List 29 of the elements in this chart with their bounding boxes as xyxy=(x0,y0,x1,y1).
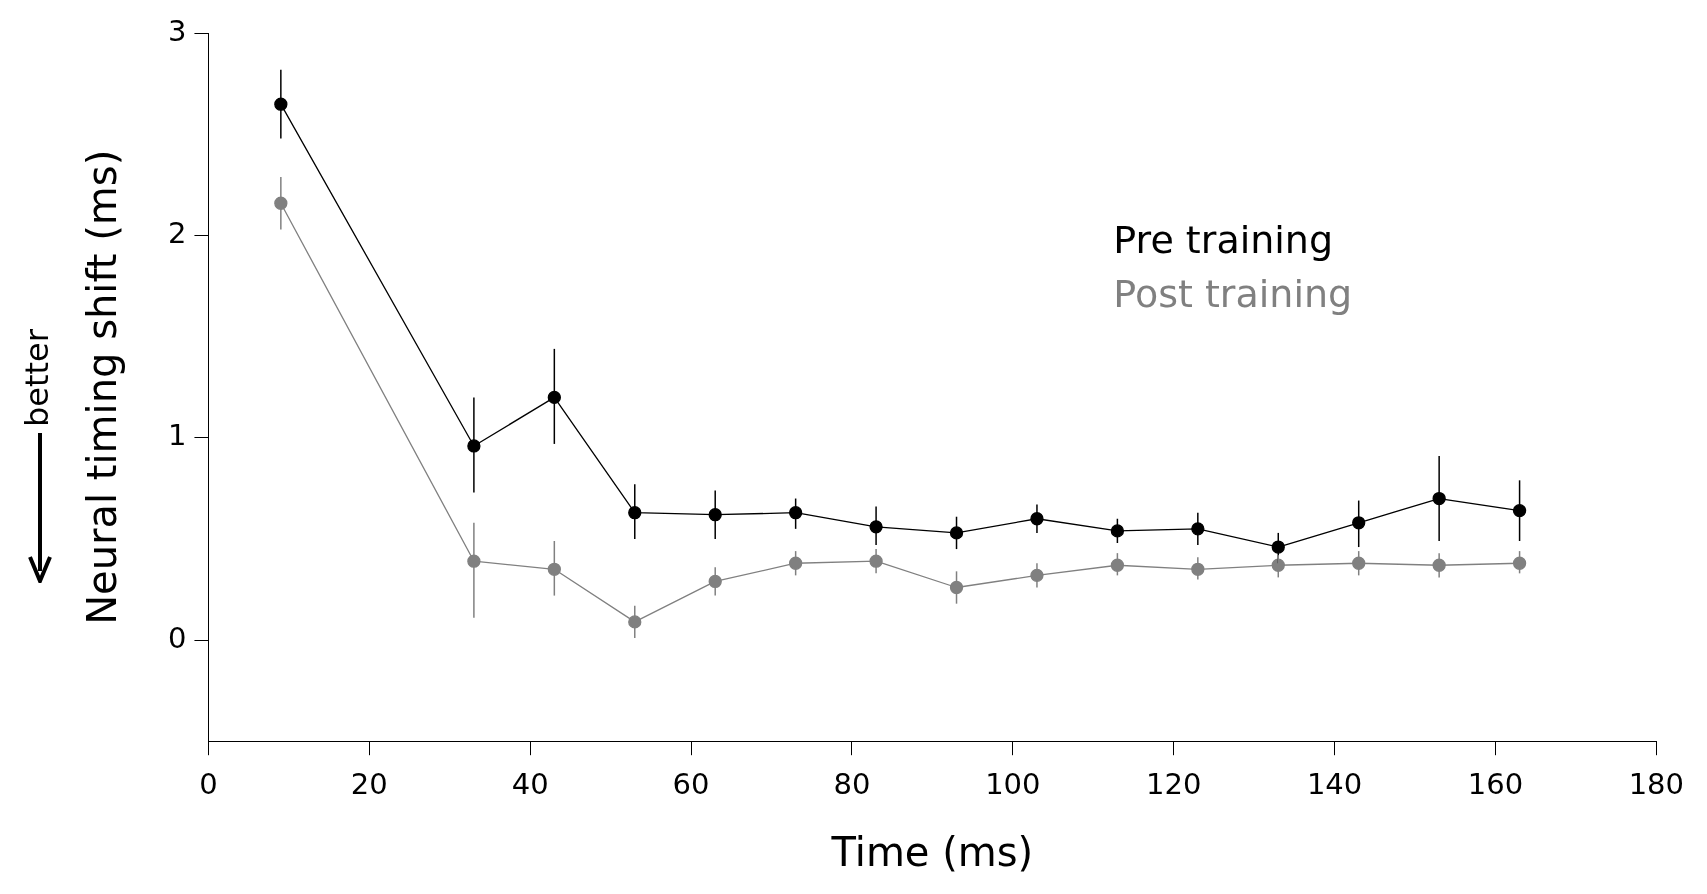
x-tick-label: 100 xyxy=(985,767,1041,802)
text: Post training xyxy=(1113,272,1353,317)
x-tick-label: 140 xyxy=(1306,767,1363,802)
x-tick-label: 80 xyxy=(833,767,871,802)
y-tick-label: 0 xyxy=(168,620,187,655)
point xyxy=(788,556,803,570)
point xyxy=(949,580,964,595)
x-tick-label: 120 xyxy=(1146,767,1202,802)
point xyxy=(1512,504,1527,518)
x-tick-label: 40 xyxy=(511,767,549,802)
x-tick-label: 60 xyxy=(672,767,710,802)
point xyxy=(1352,516,1366,530)
y-tick-label: 1 xyxy=(168,418,187,453)
point xyxy=(1512,556,1527,570)
x-tick-label: 20 xyxy=(350,767,388,802)
point xyxy=(788,506,803,520)
point xyxy=(547,390,561,405)
point xyxy=(1352,556,1366,570)
text: better xyxy=(18,328,57,427)
text: Pre training xyxy=(1113,218,1334,263)
x-tick-label: 0 xyxy=(199,767,218,802)
point xyxy=(547,562,561,576)
point xyxy=(1110,558,1125,572)
y-tick-label: 2 xyxy=(168,216,187,251)
y-axis-title: Neural timing shift (ms) xyxy=(79,149,126,625)
x-axis-title: Time (ms) xyxy=(830,829,1034,876)
x-tick-label: 160 xyxy=(1467,767,1524,802)
x-tick-label: 180 xyxy=(1628,767,1684,802)
y-tick-label: 3 xyxy=(168,13,187,48)
